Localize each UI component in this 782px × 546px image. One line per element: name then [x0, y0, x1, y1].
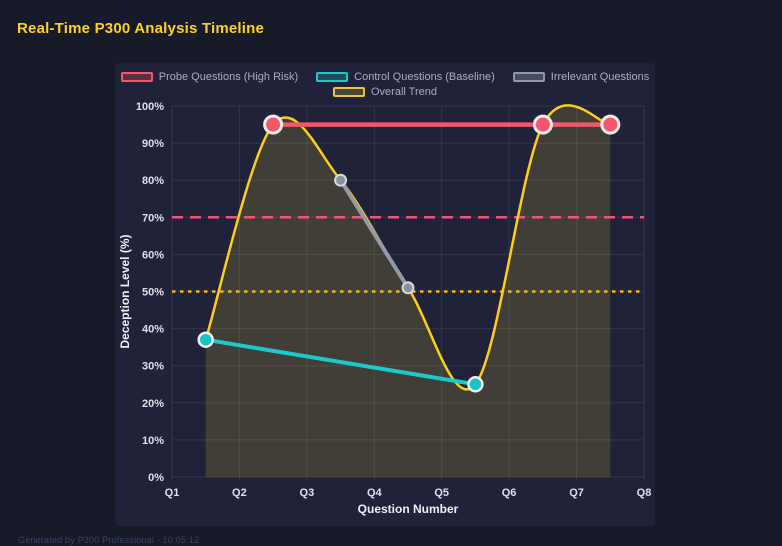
legend-label: Irrelevant Questions: [550, 71, 650, 83]
data-point-control-questions-baseline-2[interactable]: [467, 376, 484, 393]
y-tick-label: 60%: [142, 249, 164, 261]
x-tick-label: Q4: [367, 487, 383, 499]
legend-swatch: [332, 87, 365, 97]
x-tick-label: Q5: [434, 487, 449, 499]
legend-swatch: [120, 72, 153, 82]
y-tick-label: 80%: [142, 175, 164, 187]
y-tick-label: 0%: [148, 472, 164, 484]
data-point-irrelevant-questions-2[interactable]: [401, 281, 415, 295]
series-line-irrelevant-questions: [338, 178, 410, 290]
p300-timeline-chart: 0% 10% 20% 30% 40% 50% 60% 70% 80% 90% 100% Q1 Q2 Q3 Q…: [118, 101, 652, 516]
series-line-control-questions-baseline: [203, 337, 478, 387]
data-point-probe-questions-high-risk-2[interactable]: [532, 114, 553, 135]
y-tick-label: 90%: [142, 138, 164, 150]
legend-row: Overall Trend: [332, 86, 438, 98]
x-tick-label: Q3: [300, 487, 315, 499]
y-tick-label: 100%: [136, 101, 164, 113]
page-title: Real-Time P300 Analysis Timeline: [17, 20, 265, 37]
data-point-probe-questions-high-risk-3[interactable]: [600, 114, 621, 135]
x-tick-label: Q6: [502, 487, 517, 499]
x-tick-label: Q2: [232, 487, 247, 499]
legend-row: Probe Questions (High Risk) Control Quest…: [120, 71, 650, 83]
y-axis-title: Deception Level (%): [118, 234, 132, 348]
legend-label: Control Questions (Baseline): [354, 71, 495, 83]
x-axis-title: Question Number: [358, 502, 459, 516]
legend-label: Overall Trend: [370, 86, 438, 98]
y-tick-label: 70%: [142, 212, 164, 224]
legend-item-probe-questions-high-risk[interactable]: Probe Questions (High Risk): [120, 71, 299, 83]
data-point-control-questions-baseline-1[interactable]: [197, 331, 214, 348]
x-tick-label: Q7: [569, 487, 584, 499]
y-tick-label: 40%: [142, 324, 164, 336]
chart-legend: Probe Questions (High Risk) Control Quest…: [115, 71, 655, 98]
data-point-irrelevant-questions-1[interactable]: [334, 173, 348, 187]
legend-item-overall-trend[interactable]: Overall Trend: [332, 86, 438, 98]
y-tick-label: 30%: [142, 361, 164, 373]
chart-panel: Probe Questions (High Risk) Control Quest…: [115, 63, 655, 526]
x-tick-label: Q1: [165, 487, 180, 499]
x-tick-label: Q8: [637, 487, 652, 499]
legend-item-irrelevant-questions[interactable]: Irrelevant Questions: [512, 71, 650, 83]
legend-label: Probe Questions (High Risk): [158, 71, 299, 83]
legend-item-control-questions-baseline[interactable]: Control Questions (Baseline): [316, 71, 495, 83]
y-tick-label: 50%: [142, 287, 164, 299]
y-tick-label: 20%: [142, 398, 164, 410]
legend-swatch: [316, 72, 349, 82]
footer-note: Generated by P300 Professional - 10:05:1…: [18, 535, 200, 545]
y-tick-label: 10%: [142, 435, 164, 447]
legend-swatch: [512, 72, 545, 82]
data-point-probe-questions-high-risk-1[interactable]: [263, 114, 284, 135]
